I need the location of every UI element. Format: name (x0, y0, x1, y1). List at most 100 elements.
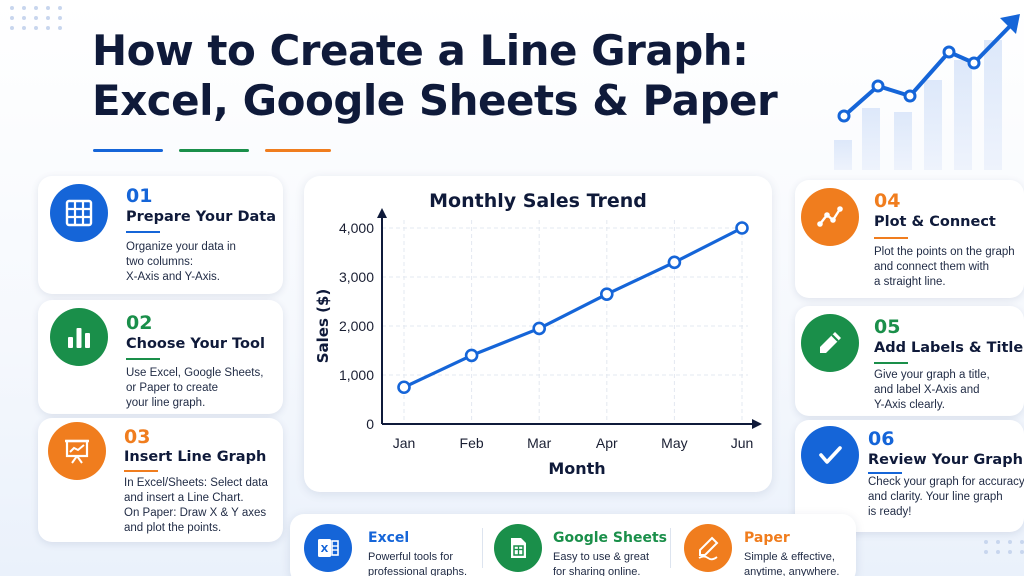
decorative-dots-top-left (10, 6, 64, 30)
step-card-05: 05 Add Labels & Title Give your graph a … (795, 306, 1024, 416)
step-description-line: your line graph. (126, 397, 206, 409)
step-description-line: Organize your data in (126, 241, 236, 253)
deco-bar (954, 60, 972, 170)
step-description-line: In Excel/Sheets: Select data (124, 477, 268, 489)
step-description: Use Excel, Google Sheets, or Paper to cr… (126, 366, 281, 411)
chart-title: Monthly Sales Trend (429, 190, 647, 212)
y-axis-arrow (377, 208, 387, 218)
title-underline-orange (265, 149, 331, 152)
pencil-paper-icon (684, 524, 732, 572)
step-accent-bar (126, 231, 160, 233)
google-sheets-icon (494, 524, 542, 572)
x-tick-label: Mar (527, 435, 551, 451)
series-line (403, 226, 743, 389)
step-description-line: and connect them with (874, 261, 990, 273)
table-grid-icon (50, 184, 108, 242)
step-description: Plot the points on the graph and connect… (874, 245, 1024, 290)
data-point (735, 221, 749, 235)
x-tick-label: Feb (460, 435, 484, 451)
y-tick-label: 0 (366, 416, 374, 432)
tool-name: Paper (744, 530, 790, 546)
x-tick-label: Apr (596, 435, 618, 451)
tool-description: Simple & effective, anytime, anywhere. (744, 550, 839, 576)
deco-point (903, 89, 917, 103)
deco-bar (894, 112, 912, 170)
data-point (397, 380, 411, 395)
step-accent-bar (868, 472, 902, 474)
step-card-01: 01 Prepare Your Data Organize your data … (38, 176, 283, 294)
step-description-line: and insert a Line Chart. (124, 492, 244, 504)
step-description: Give your graph a title, and label X-Axi… (874, 368, 1024, 413)
step-description: Organize your data in two columns: X-Axi… (126, 240, 276, 285)
step-description-line: a straight line. (874, 276, 946, 288)
title-line-2: Excel, Google Sheets & Paper (92, 76, 778, 125)
line-points-icon (801, 188, 859, 246)
tool-description-line: for sharing online. (553, 566, 641, 576)
tool-description-line: Simple & effective, (744, 551, 835, 563)
x-tick-label: Jan (393, 435, 416, 451)
step-description-line: Y-Axis clearly. (874, 399, 945, 411)
line-chart: 0 1,000 2,000 3,000 4,000 Jan Feb Mar Apr May Jun M… (314, 208, 762, 478)
step-number: 05 (874, 316, 901, 338)
step-title: Choose Your Tool (126, 336, 265, 352)
data-point (464, 348, 479, 363)
tools-card: X Excel Powerful tools for professional … (290, 514, 856, 576)
x-axis-arrow (752, 419, 762, 429)
step-number: 06 (868, 428, 895, 450)
x-axis-label: Month (548, 459, 605, 478)
step-number: 02 (126, 312, 153, 334)
deco-bar (834, 140, 852, 170)
step-title: Insert Line Graph (124, 449, 267, 465)
data-point (599, 287, 614, 301)
data-point (667, 255, 682, 270)
step-title: Add Labels & Title (874, 340, 1024, 356)
step-title: Review Your Graph (868, 452, 1023, 468)
y-tick-label: 1,000 (339, 367, 374, 383)
pencil-icon (801, 314, 859, 372)
step-description-line: Give your graph a title, (874, 369, 990, 381)
checkmark-icon (801, 426, 859, 484)
step-accent-bar (126, 358, 160, 360)
svg-text:X: X (321, 544, 329, 555)
y-tick-label: 2,000 (339, 318, 374, 334)
tool-description: Powerful tools for professional graphs. (368, 550, 467, 576)
deco-point (837, 109, 851, 123)
step-description-line: Use Excel, Google Sheets, (126, 367, 264, 379)
step-description-line: two columns: (126, 256, 194, 268)
deco-bar (924, 80, 942, 170)
step-description-line: or Paper to create (126, 382, 219, 394)
data-point (532, 321, 546, 336)
step-description-line: and clarity. Your line graph (868, 491, 1003, 503)
step-description: Check your graph for accuracy and clarit… (868, 475, 1024, 520)
y-axis-label: Sales ($) (314, 289, 332, 364)
title-line-1: How to Create a Line Graph: (92, 26, 749, 75)
step-card-02: 02 Choose Your Tool Use Excel, Google Sh… (38, 300, 283, 414)
deco-point (942, 45, 956, 59)
deco-trend-line (842, 20, 1016, 118)
deco-bar (984, 40, 1002, 170)
step-description-line: X-Axis and Y-Axis. (126, 271, 220, 283)
step-card-03: 03 Insert Line Graph In Excel/Sheets: Se… (38, 418, 283, 542)
x-tick-label: Jun (731, 435, 754, 451)
decorative-dots-bottom-right (984, 540, 1024, 554)
y-tick-label: 3,000 (339, 269, 374, 285)
step-number: 04 (874, 190, 901, 212)
tool-separator (670, 528, 671, 568)
step-description-line: is ready! (868, 506, 912, 518)
step-accent-bar (874, 237, 908, 239)
step-accent-bar (124, 470, 158, 472)
tool-description-line: anytime, anywhere. (744, 566, 840, 576)
tool-separator (482, 528, 483, 568)
deco-point (967, 56, 981, 70)
deco-point (871, 79, 885, 93)
step-title: Prepare Your Data (126, 209, 276, 225)
step-description-line: Plot the points on the graph (874, 246, 1015, 258)
step-accent-bar (874, 362, 908, 364)
step-title: Plot & Connect (874, 214, 996, 230)
y-tick-label: 4,000 (339, 220, 374, 236)
chart-card: Monthly Sales Trend 0 1,000 2,000 3,000 4,00… (304, 176, 772, 492)
step-description-line: On Paper: Draw X & Y axes (124, 507, 267, 519)
deco-bar (862, 108, 880, 170)
bar-chart-icon (50, 308, 108, 366)
step-number: 01 (126, 185, 153, 207)
